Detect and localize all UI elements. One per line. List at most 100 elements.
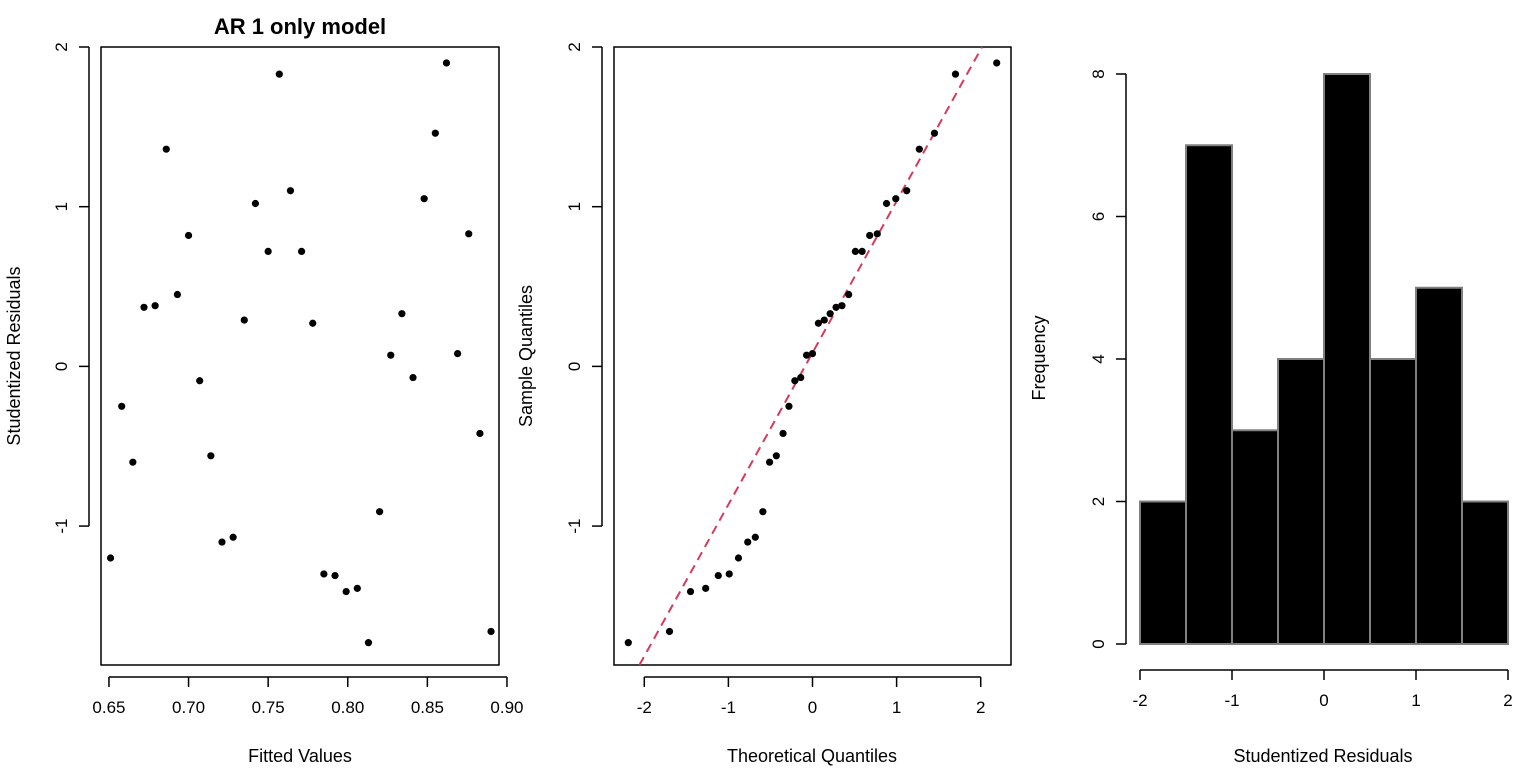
data-point xyxy=(398,310,406,318)
y-axis: 0 2 4 6 8 xyxy=(1089,69,1127,649)
y-axis-title: Studentized Residuals xyxy=(4,266,24,445)
data-point xyxy=(151,302,159,310)
data-point xyxy=(331,571,339,580)
data-point xyxy=(993,59,1001,67)
x-tick-label: -1 xyxy=(721,698,736,717)
data-point xyxy=(858,247,866,256)
y-tick-label: -1 xyxy=(565,519,584,534)
data-point xyxy=(744,538,752,546)
y-tick-label: 2 xyxy=(565,42,584,51)
histogram-bar xyxy=(1461,500,1509,645)
x-axis-title: Theoretical Quantiles xyxy=(727,746,897,766)
y-axis: -1 0 1 2 xyxy=(52,42,90,534)
x-tick-label: 0 xyxy=(808,698,817,717)
data-point xyxy=(766,458,774,466)
x-tick-label: 0.75 xyxy=(252,698,285,717)
data-point xyxy=(465,230,473,238)
data-point xyxy=(409,373,417,382)
data-point xyxy=(714,571,722,580)
qq-points xyxy=(624,59,1001,647)
data-point xyxy=(797,373,805,382)
data-point xyxy=(892,195,900,203)
data-point xyxy=(915,145,923,153)
data-point xyxy=(286,187,295,195)
x-tick-label: 1 xyxy=(892,698,901,717)
data-point xyxy=(725,570,733,578)
data-point xyxy=(118,402,126,410)
x-tick-label: 0.80 xyxy=(331,698,364,717)
data-point xyxy=(785,402,793,410)
x-tick-label: 2 xyxy=(976,698,985,717)
y-tick-label: 1 xyxy=(565,202,584,211)
data-point xyxy=(240,316,248,324)
x-tick-label: -2 xyxy=(1132,691,1147,710)
data-point xyxy=(218,538,226,546)
data-point xyxy=(420,195,428,203)
histogram-bar xyxy=(1185,144,1233,645)
data-point xyxy=(309,319,317,327)
data-point xyxy=(838,302,846,310)
x-tick-label: -1 xyxy=(1224,691,1239,710)
data-point xyxy=(851,247,859,256)
x-axis-title: Studentized Residuals xyxy=(1233,746,1412,766)
histogram-bars xyxy=(1139,73,1509,645)
residual-histogram-panel: -2 -1 0 1 2 0 2 4 6 8 Studentized Residuals Freq… xyxy=(1029,69,1513,766)
data-point xyxy=(442,59,451,67)
data-point xyxy=(364,639,373,647)
y-axis: -1 0 1 2 xyxy=(565,42,603,534)
data-point xyxy=(951,70,960,78)
data-point xyxy=(772,452,780,460)
x-tick-label: 2 xyxy=(1503,691,1512,710)
y-tick-label: 1 xyxy=(52,202,71,211)
x-axis: -2 -1 0 1 2 xyxy=(1132,669,1513,710)
histogram-bar xyxy=(1369,358,1417,645)
data-point xyxy=(820,316,828,324)
data-point xyxy=(173,290,182,299)
scatter-points xyxy=(106,59,495,647)
y-tick-label: 0 xyxy=(1089,639,1108,648)
data-point xyxy=(106,554,115,562)
x-axis: 0.65 0.70 0.75 0.80 0.85 0.90 xyxy=(92,676,524,717)
y-tick-label: 2 xyxy=(52,42,71,51)
data-point xyxy=(454,350,462,358)
data-point xyxy=(251,199,260,208)
data-point xyxy=(882,199,891,208)
data-point xyxy=(342,587,350,596)
x-tick-label: 0 xyxy=(1319,691,1328,710)
y-tick-label: 8 xyxy=(1089,69,1108,78)
data-point xyxy=(431,129,439,137)
data-point xyxy=(751,533,759,541)
data-point xyxy=(487,627,495,636)
data-point xyxy=(624,639,632,647)
fitted-vs-residuals-panel: AR 1 only model 0.65 0.70 0.75 0.80 0.85 0.90… xyxy=(4,14,524,766)
data-point xyxy=(702,584,710,592)
y-tick-label: 4 xyxy=(1089,354,1108,363)
histogram-bar xyxy=(1231,429,1279,645)
x-tick-label: 0.65 xyxy=(92,698,125,717)
data-point xyxy=(297,247,306,256)
x-axis: -2 -1 0 1 2 xyxy=(637,676,985,717)
data-point xyxy=(229,533,237,541)
data-point xyxy=(686,587,695,596)
x-tick-label: 0.70 xyxy=(172,698,205,717)
qq-plot-panel: -2 -1 0 1 2 -1 0 1 2 Theoretical Quantiles Samp… xyxy=(516,42,1012,766)
histogram-bar xyxy=(1415,286,1463,645)
data-point xyxy=(196,377,204,385)
data-point xyxy=(734,554,743,562)
data-point xyxy=(275,70,283,78)
y-tick-label: 0 xyxy=(565,362,584,371)
data-point xyxy=(665,627,674,636)
histogram-bar xyxy=(1277,358,1325,645)
data-point xyxy=(845,290,853,299)
data-point xyxy=(866,231,874,240)
data-point xyxy=(814,319,822,327)
y-tick-label: 2 xyxy=(1089,497,1108,506)
histogram-bar xyxy=(1139,500,1187,645)
plot-frame xyxy=(100,46,500,666)
data-point xyxy=(207,452,215,460)
y-axis-title: Sample Quantiles xyxy=(516,285,536,427)
x-tick-label: 1 xyxy=(1411,691,1420,710)
data-point xyxy=(320,570,328,578)
data-point xyxy=(264,247,272,256)
data-point xyxy=(376,508,384,516)
